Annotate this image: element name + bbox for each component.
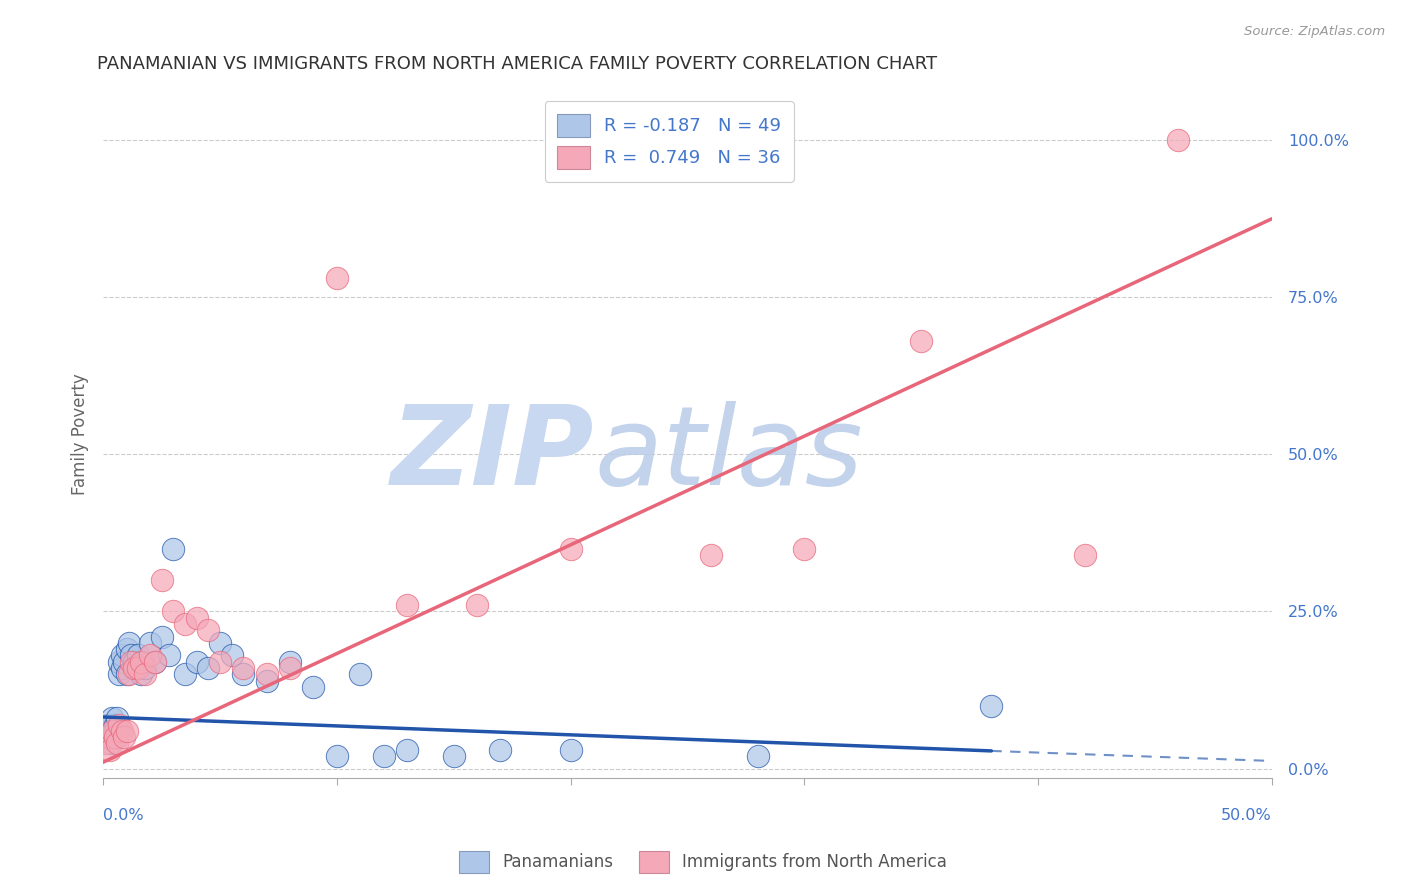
Point (104, 723, 127, 738)
Point (101, 711, 124, 725)
Point (560, 541, 582, 556)
Point (373, 748, 395, 763)
Point (232, 667, 254, 681)
Point (125, 661, 148, 675)
Point (150, 573, 173, 587)
Point (980, 698, 1002, 713)
Point (134, 661, 156, 675)
Point (105, 711, 128, 725)
Point (98, 742, 121, 756)
Point (108, 655, 131, 669)
Point (101, 723, 124, 738)
Point (127, 661, 149, 675)
Text: Source: ZipAtlas.com: Source: ZipAtlas.com (1244, 25, 1385, 38)
Point (104, 730, 127, 744)
Point (118, 636, 141, 650)
Point (910, 334, 932, 349)
Point (97, 730, 120, 744)
Point (326, 748, 349, 763)
Point (232, 661, 254, 675)
Point (1074, 548, 1097, 562)
Point (174, 617, 197, 632)
Point (395, 742, 418, 756)
Legend: R = -0.187   N = 49, R =  0.749   N = 36: R = -0.187 N = 49, R = 0.749 N = 36 (544, 101, 794, 182)
Point (143, 655, 166, 669)
Point (118, 667, 141, 681)
Point (101, 730, 124, 744)
Text: 50.0%: 50.0% (1220, 808, 1272, 823)
Point (197, 661, 219, 675)
Point (489, 742, 512, 756)
Point (560, 742, 582, 756)
Point (122, 655, 145, 669)
Text: atlas: atlas (593, 401, 863, 508)
Point (108, 667, 131, 681)
Point (104, 717, 127, 731)
Point (139, 648, 162, 663)
Point (221, 648, 243, 663)
Point (208, 636, 231, 650)
Point (747, 748, 769, 763)
Point (150, 630, 173, 644)
Point (700, 548, 723, 562)
Point (132, 655, 155, 669)
Text: 0.0%: 0.0% (103, 808, 143, 823)
Point (105, 736, 128, 750)
Point (105, 730, 128, 744)
Point (162, 604, 184, 618)
Point (256, 667, 278, 681)
Text: PANAMANIAN VS IMMIGRANTS FROM NORTH AMERICA FAMILY POVERTY CORRELATION CHART: PANAMANIAN VS IMMIGRANTS FROM NORTH AMER… (97, 55, 938, 73)
Point (465, 598, 488, 612)
Point (115, 642, 138, 657)
Point (302, 680, 325, 694)
Point (111, 723, 134, 738)
Point (186, 655, 208, 669)
Point (120, 655, 142, 669)
Point (162, 541, 184, 556)
Point (186, 611, 208, 625)
Point (97, 717, 120, 731)
Point (127, 648, 149, 663)
Point (197, 624, 219, 638)
Point (94, 723, 117, 738)
Point (1167, 133, 1189, 147)
Point (174, 667, 197, 681)
Point (208, 655, 231, 669)
Point (98, 736, 121, 750)
Point (395, 598, 418, 612)
Point (139, 636, 162, 650)
Legend: Panamanians, Immigrants from North America: Panamanians, Immigrants from North Ameri… (453, 845, 953, 880)
Point (111, 661, 134, 675)
Point (108, 717, 131, 731)
Point (134, 667, 156, 681)
Point (278, 655, 301, 669)
Point (157, 648, 180, 663)
Point (326, 271, 349, 285)
Point (112, 730, 135, 744)
Point (120, 648, 142, 663)
Point (122, 661, 145, 675)
Point (278, 661, 301, 675)
Point (443, 748, 465, 763)
Point (349, 667, 371, 681)
Point (256, 673, 278, 688)
Point (129, 655, 152, 669)
Point (112, 655, 135, 669)
Point (143, 655, 166, 669)
Point (98, 723, 121, 738)
Point (129, 667, 152, 681)
Point (793, 541, 815, 556)
Y-axis label: Family Poverty: Family Poverty (72, 373, 89, 495)
Point (115, 723, 138, 738)
Text: ZIP: ZIP (391, 401, 593, 508)
Point (111, 648, 134, 663)
Point (94, 736, 117, 750)
Point (115, 667, 138, 681)
Point (97, 730, 120, 744)
